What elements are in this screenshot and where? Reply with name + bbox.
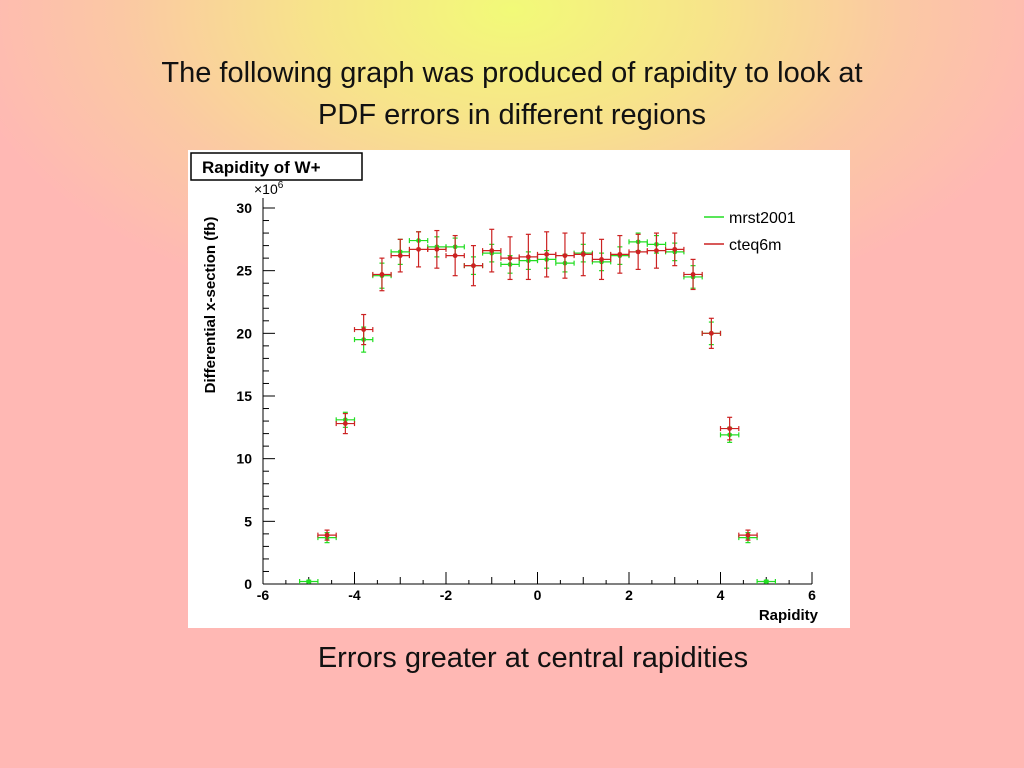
y-multiplier-base: ×10 <box>254 181 278 197</box>
x-tick-label: -6 <box>257 587 270 603</box>
data-point-cteq6m <box>591 238 612 281</box>
y-tick-label: 5 <box>244 513 252 529</box>
data-point-cteq6m <box>646 232 667 269</box>
y-tick-label: 25 <box>236 263 252 279</box>
data-point-cteq6m <box>408 231 429 268</box>
x-tick-label: 6 <box>808 587 816 603</box>
slide-caption: Errors greater at central rapidities <box>317 642 749 674</box>
data-point-cteq6m <box>500 236 520 281</box>
data-point-cteq6m <box>372 257 392 292</box>
legend-label-cteq6m: cteq6m <box>729 237 781 254</box>
x-tick-label: 0 <box>534 587 542 603</box>
y-multiplier: ×106 <box>254 180 284 197</box>
series-cteq6m <box>317 228 758 541</box>
data-point-cteq6m <box>665 232 685 267</box>
data-point-mrst2001 <box>298 578 319 584</box>
data-point-cteq6m <box>427 229 447 269</box>
y-multiplier-exp: 6 <box>278 180 284 191</box>
data-point-cteq6m <box>555 232 575 279</box>
legend: mrst2001 cteq6m <box>704 210 796 254</box>
axis-ticks: -6 -4 -2 0 2 4 6 0 5 10 15 20 25 30 <box>236 200 816 603</box>
data-point-cteq6m <box>683 258 703 291</box>
x-tick-label: 2 <box>625 587 633 603</box>
data-point-cteq6m <box>628 233 648 271</box>
y-tick-label: 20 <box>236 325 252 341</box>
x-tick-label: 4 <box>717 587 725 603</box>
data-point-cteq6m <box>335 412 356 435</box>
x-tick-label: -2 <box>440 587 453 603</box>
data-point-cteq6m <box>445 234 465 277</box>
chart-svg: Rapidity of W+ ×106 Differential x-secti… <box>190 152 819 624</box>
data-point-cteq6m <box>390 238 410 273</box>
data-marks <box>298 228 777 584</box>
chart-title-box <box>190 152 363 181</box>
data-point-cteq6m <box>518 233 539 281</box>
data-point-cteq6m <box>738 529 758 541</box>
legend-label-mrst2001: mrst2001 <box>729 210 796 227</box>
y-tick-label: 15 <box>236 388 252 404</box>
chart-title: Rapidity of W+ <box>202 158 321 177</box>
slide-title-line-2: PDF errors in different regions <box>318 99 706 131</box>
x-tick-label: -4 <box>348 587 361 603</box>
y-axis-label: Differential x-section (fb) <box>202 217 219 394</box>
data-point-cteq6m <box>719 416 740 441</box>
y-tick-label: 30 <box>236 200 252 216</box>
data-point-cteq6m <box>573 232 593 277</box>
data-point-cteq6m <box>353 313 374 346</box>
chart-panel: Rapidity of W+ ×106 Differential x-secti… <box>188 150 850 628</box>
x-axis-label: Rapidity <box>759 607 819 624</box>
data-point-cteq6m <box>536 231 557 278</box>
data-point-cteq6m <box>482 228 502 273</box>
data-point-cteq6m <box>701 317 722 349</box>
slide-title: The following graph was produced of rapi… <box>62 52 962 136</box>
slide-title-line-1: The following graph was produced of rapi… <box>161 57 863 89</box>
data-point-cteq6m <box>463 244 484 287</box>
data-point-cteq6m <box>610 234 630 274</box>
data-point-cteq6m <box>317 529 337 541</box>
y-tick-label: 10 <box>236 451 252 467</box>
series-mrst2001 <box>298 231 777 584</box>
data-point-mrst2001 <box>756 578 777 584</box>
y-tick-label: 0 <box>244 576 252 592</box>
